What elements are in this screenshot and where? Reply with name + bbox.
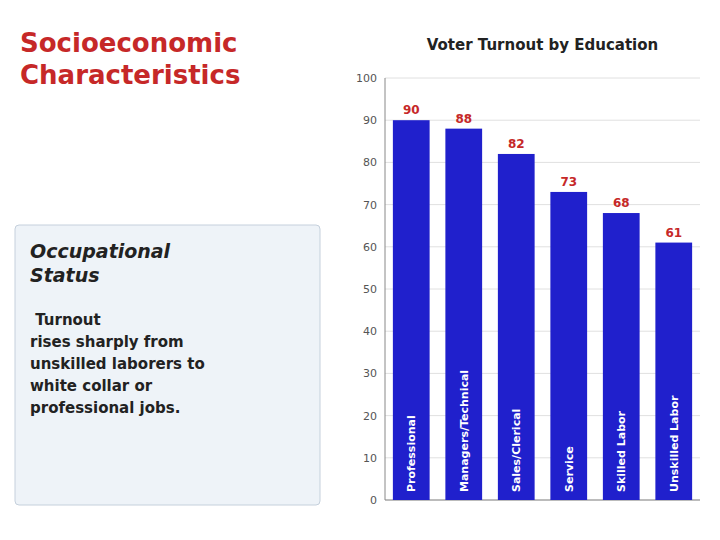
category-label: Skilled Labor bbox=[615, 410, 628, 492]
grid-line bbox=[385, 457, 700, 458]
text-box bbox=[15, 225, 320, 505]
bars bbox=[393, 120, 692, 500]
data-label: 82 bbox=[508, 137, 525, 151]
tick-label: 90 bbox=[363, 114, 377, 127]
chart: SocioeconomicCharacteristics Occupational… bbox=[0, 0, 720, 540]
text-line: Status bbox=[30, 264, 100, 286]
text-line: Socioeconomic bbox=[20, 28, 237, 58]
tick-label: 100 bbox=[356, 72, 377, 85]
bar bbox=[603, 213, 640, 500]
text-line: Characteristics bbox=[20, 60, 240, 90]
grid-line bbox=[385, 415, 700, 416]
tick-label: 80 bbox=[363, 156, 377, 169]
grid-line bbox=[385, 162, 700, 163]
category-label: Service bbox=[563, 446, 576, 492]
tick-label: 70 bbox=[363, 199, 377, 212]
chart-container: SocioeconomicCharacteristics Occupational… bbox=[0, 0, 720, 540]
grid-line bbox=[385, 204, 700, 205]
heading: SocioeconomicCharacteristics bbox=[20, 28, 240, 90]
data-label: 88 bbox=[455, 112, 472, 126]
category-label: Sales/Clerical bbox=[510, 409, 523, 492]
tick-label: 10 bbox=[363, 452, 377, 465]
grid-line bbox=[385, 500, 700, 501]
grid-line bbox=[385, 289, 700, 290]
tick-label: 30 bbox=[363, 367, 377, 380]
background bbox=[0, 0, 720, 540]
tick-label: 60 bbox=[363, 241, 377, 254]
text-line: rises sharply from bbox=[30, 333, 184, 351]
page: {"chart_data": {"type": "bar", "title": … bbox=[0, 0, 720, 540]
bar bbox=[445, 129, 482, 500]
grid-line bbox=[385, 246, 700, 247]
y-axis bbox=[385, 78, 386, 500]
grid-line bbox=[385, 78, 700, 79]
data-label: 90 bbox=[403, 103, 420, 117]
bar bbox=[393, 120, 430, 500]
data-label: 61 bbox=[665, 226, 682, 240]
title: Voter Turnout by Education bbox=[427, 36, 658, 54]
text-line: unskilled laborers to bbox=[30, 355, 205, 373]
data-label: 68 bbox=[613, 196, 630, 210]
category-label: Unskilled Labor bbox=[668, 395, 681, 492]
tick-label: 0 bbox=[370, 494, 377, 507]
grid-line bbox=[385, 373, 700, 374]
text-box-body: Turnout rises sharply from unskilled labor… bbox=[30, 311, 205, 417]
bar bbox=[498, 154, 535, 500]
grid-line bbox=[385, 331, 700, 332]
text-box-heading: OccupationalStatus bbox=[30, 240, 171, 286]
grid-line bbox=[385, 120, 700, 121]
bar bbox=[655, 243, 692, 500]
text-line: professional jobs. bbox=[30, 399, 180, 417]
data-label: 73 bbox=[560, 175, 577, 189]
tick-label: 20 bbox=[363, 410, 377, 423]
x-axis bbox=[385, 500, 700, 501]
text-line: Turnout bbox=[30, 311, 101, 329]
tick-label: 40 bbox=[363, 325, 377, 338]
bar bbox=[550, 192, 587, 500]
tick-label: 50 bbox=[363, 283, 377, 296]
text-line: Occupational bbox=[30, 240, 171, 262]
text-line: white collar or bbox=[30, 377, 153, 395]
category-label: Professional bbox=[405, 415, 418, 492]
category-label: Managers/Technical bbox=[458, 370, 471, 492]
